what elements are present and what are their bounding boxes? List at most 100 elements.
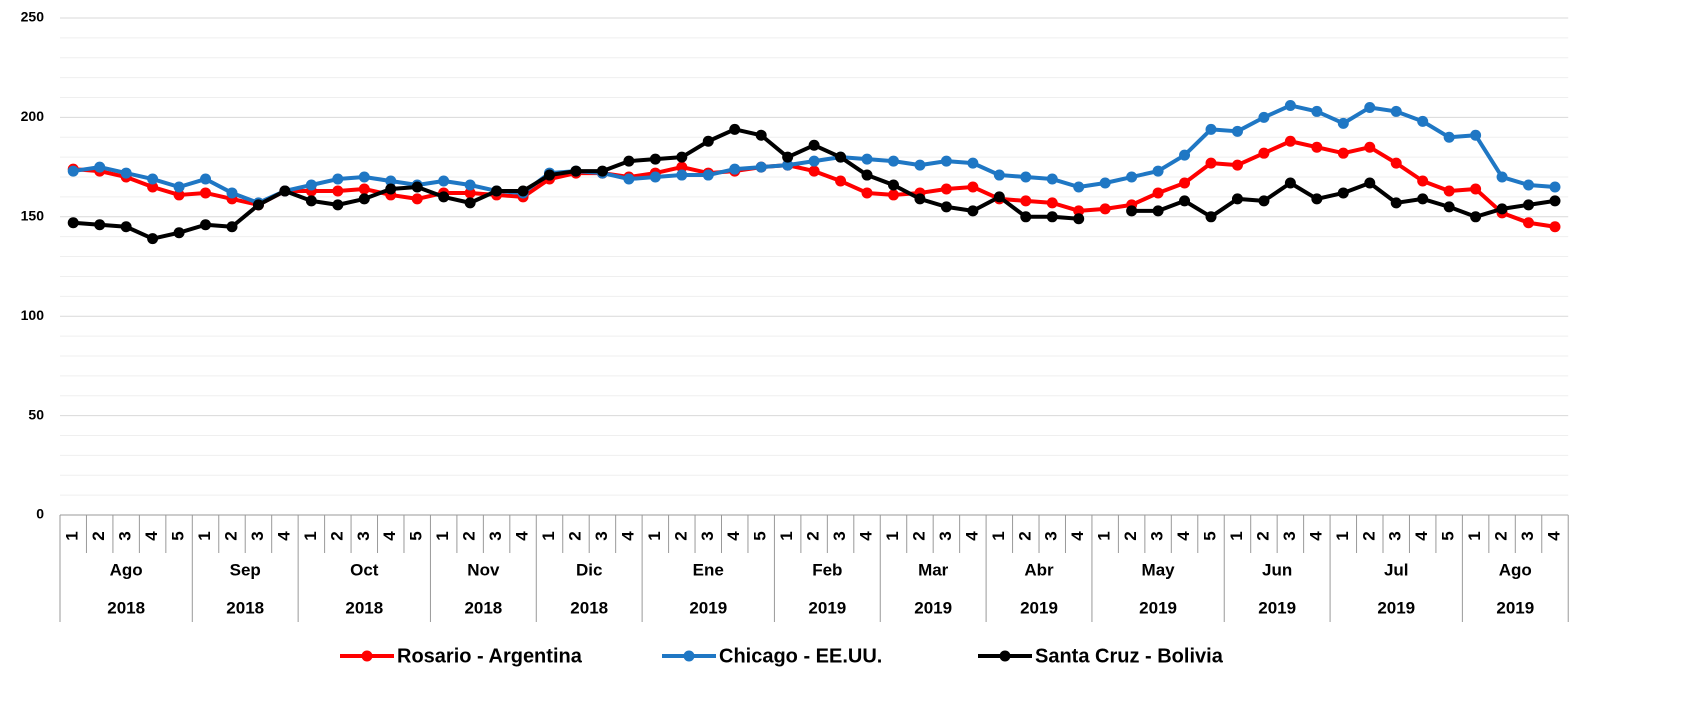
x-tick-label: 4 bbox=[513, 531, 532, 541]
series-marker bbox=[1470, 183, 1482, 195]
x-tick-label: 4 bbox=[1068, 531, 1087, 541]
series-marker bbox=[147, 173, 159, 185]
year-label: 2018 bbox=[464, 598, 502, 617]
series-marker bbox=[835, 151, 847, 163]
month-label: Ago bbox=[1499, 560, 1532, 579]
series-marker bbox=[1311, 193, 1323, 205]
x-tick-label: 5 bbox=[1439, 531, 1458, 540]
series-marker bbox=[1284, 177, 1296, 189]
x-tick-label: 1 bbox=[1333, 531, 1352, 540]
series-marker bbox=[173, 227, 185, 239]
series-marker bbox=[1152, 187, 1164, 199]
series-marker bbox=[755, 129, 767, 141]
series-marker bbox=[438, 191, 450, 203]
series-marker bbox=[887, 189, 899, 201]
x-tick-label: 5 bbox=[169, 531, 188, 540]
series-marker bbox=[1020, 171, 1032, 183]
series-marker bbox=[1549, 195, 1561, 207]
series-marker bbox=[993, 169, 1005, 181]
series-marker bbox=[1470, 129, 1482, 141]
series-marker bbox=[279, 185, 291, 197]
x-tick-label: 3 bbox=[116, 531, 135, 540]
x-tick-label: 2 bbox=[1253, 531, 1272, 540]
legend-marker bbox=[683, 650, 695, 662]
x-tick-label: 4 bbox=[142, 531, 161, 541]
series-marker bbox=[1364, 177, 1376, 189]
x-tick-label: 5 bbox=[1200, 531, 1219, 540]
x-tick-label: 3 bbox=[1280, 531, 1299, 540]
series-marker bbox=[332, 185, 344, 197]
year-label: 2018 bbox=[107, 598, 145, 617]
series-marker bbox=[1337, 117, 1349, 129]
legend-marker bbox=[999, 650, 1011, 662]
series-marker bbox=[967, 157, 979, 169]
x-tick-label: 1 bbox=[301, 531, 320, 540]
series-marker bbox=[596, 165, 608, 177]
x-tick-label: 4 bbox=[380, 531, 399, 541]
series-marker bbox=[411, 193, 423, 205]
series-marker bbox=[1337, 187, 1349, 199]
series-marker bbox=[1417, 193, 1429, 205]
legend-label: Rosario - Argentina bbox=[397, 645, 583, 667]
year-label: 2019 bbox=[914, 598, 952, 617]
series-marker bbox=[861, 153, 873, 165]
x-tick-label: 2 bbox=[460, 531, 479, 540]
series-marker bbox=[94, 161, 106, 173]
series-marker bbox=[1231, 125, 1243, 137]
x-tick-label: 2 bbox=[221, 531, 240, 540]
month-label: Oct bbox=[350, 560, 379, 579]
x-tick-label: 4 bbox=[857, 531, 876, 541]
x-tick-label: 3 bbox=[354, 531, 373, 540]
series-marker bbox=[464, 197, 476, 209]
x-tick-label: 4 bbox=[1174, 531, 1193, 541]
series-marker bbox=[1390, 157, 1402, 169]
series-marker bbox=[623, 173, 635, 185]
x-tick-label: 3 bbox=[830, 531, 849, 540]
legend-label: Santa Cruz - Bolivia bbox=[1035, 645, 1224, 667]
series-marker bbox=[1205, 211, 1217, 223]
series-marker bbox=[649, 153, 661, 165]
series-marker bbox=[676, 151, 688, 163]
series-marker bbox=[649, 171, 661, 183]
series-marker bbox=[623, 155, 635, 167]
series-marker bbox=[940, 201, 952, 213]
x-tick-label: 2 bbox=[1359, 531, 1378, 540]
x-tick-label: 1 bbox=[777, 531, 796, 540]
month-label: Ene bbox=[693, 560, 724, 579]
series-marker bbox=[1523, 217, 1535, 229]
series-marker bbox=[1258, 195, 1270, 207]
x-tick-label: 4 bbox=[618, 531, 637, 541]
series-marker bbox=[67, 165, 79, 177]
series-marker bbox=[1470, 211, 1482, 223]
series-marker bbox=[305, 195, 317, 207]
month-label: Jun bbox=[1262, 560, 1292, 579]
series-marker bbox=[358, 171, 370, 183]
series-marker bbox=[1152, 205, 1164, 217]
month-label: Feb bbox=[812, 560, 842, 579]
year-label: 2019 bbox=[1020, 598, 1058, 617]
series-marker bbox=[1417, 175, 1429, 187]
series-marker bbox=[914, 193, 926, 205]
year-label: 2019 bbox=[1496, 598, 1534, 617]
series-marker bbox=[332, 173, 344, 185]
x-tick-label: 2 bbox=[1492, 531, 1511, 540]
series-marker bbox=[1126, 205, 1138, 217]
series-marker bbox=[1364, 141, 1376, 153]
series-marker bbox=[226, 187, 238, 199]
x-tick-label: 3 bbox=[936, 531, 955, 540]
x-tick-label: 1 bbox=[1095, 531, 1114, 540]
month-label: Nov bbox=[467, 560, 500, 579]
month-label: Ago bbox=[110, 560, 143, 579]
x-tick-label: 4 bbox=[724, 531, 743, 541]
series-marker bbox=[147, 233, 159, 245]
series-marker bbox=[173, 181, 185, 193]
x-tick-label: 3 bbox=[486, 531, 505, 540]
series-marker bbox=[1046, 173, 1058, 185]
series-marker bbox=[1417, 115, 1429, 127]
series-marker bbox=[1126, 171, 1138, 183]
x-tick-label: 2 bbox=[1121, 531, 1140, 540]
legend-label: Chicago - EE.UU. bbox=[719, 645, 882, 667]
series-marker bbox=[729, 163, 741, 175]
series-marker bbox=[438, 175, 450, 187]
